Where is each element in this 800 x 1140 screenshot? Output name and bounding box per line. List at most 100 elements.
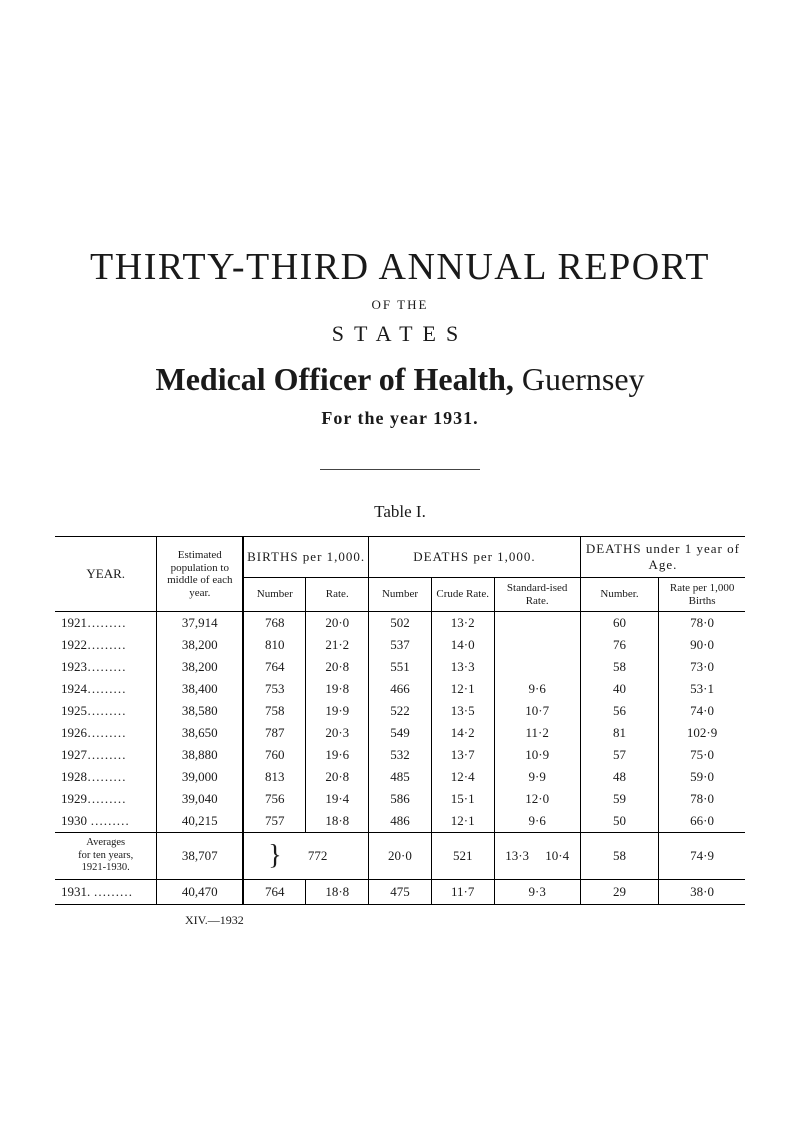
cell-year: 1922……… xyxy=(55,634,157,656)
final-ds: 9·3 xyxy=(494,880,580,905)
cell-pop: 40,215 xyxy=(157,810,243,833)
brace-icon: } xyxy=(268,840,281,871)
cell-pop: 39,040 xyxy=(157,788,243,810)
cell-deaths-crude: 15·1 xyxy=(431,788,494,810)
table-row: 1930 ………40,21575718·848612·19·65066·0 xyxy=(55,810,745,833)
subtitle-bold: Medical Officer of Health, xyxy=(155,361,513,397)
cell-deaths-n: 551 xyxy=(369,656,432,678)
cell-deaths-crude: 12·4 xyxy=(431,766,494,788)
final-un: 29 xyxy=(580,880,658,905)
cell-births-n: 756 xyxy=(243,788,306,810)
final-br: 18·8 xyxy=(306,880,369,905)
cell-u1-n: 76 xyxy=(580,634,658,656)
cell-births-n: 757 xyxy=(243,810,306,833)
col-births-rate: Rate. xyxy=(306,578,369,612)
cell-births-n: 787 xyxy=(243,722,306,744)
cell-year: 1930 ……… xyxy=(55,810,157,833)
avg-l1: Averages xyxy=(86,837,125,848)
col-group-births: BIRTHS per 1,000. xyxy=(243,537,368,578)
cell-year: 1924……… xyxy=(55,678,157,700)
avg-dc: 13·3 xyxy=(505,848,529,863)
cell-pop: 38,400 xyxy=(157,678,243,700)
table-row: 1928………39,00081320·848512·49·94859·0 xyxy=(55,766,745,788)
cell-u1-n: 60 xyxy=(580,612,658,635)
cell-births-n: 753 xyxy=(243,678,306,700)
final-row: 1931. ……… 40,470 764 18·8 475 11·7 9·3 2… xyxy=(55,880,745,905)
cell-year: 1929……… xyxy=(55,788,157,810)
cell-deaths-n: 502 xyxy=(369,612,432,635)
avg-l2: for ten years, xyxy=(78,850,133,861)
subtitle-rest: Guernsey xyxy=(514,361,645,397)
cell-u1-rate: 53·1 xyxy=(659,678,745,700)
table-row: 1922………38,20081021·253714·07690·0 xyxy=(55,634,745,656)
cell-deaths-n: 586 xyxy=(369,788,432,810)
final-year: 1931. ……… xyxy=(55,880,157,905)
cell-u1-rate: 90·0 xyxy=(659,634,745,656)
cell-deaths-std: 9·6 xyxy=(494,810,580,833)
col-births-number: Number xyxy=(243,578,306,612)
cell-deaths-std: 12·0 xyxy=(494,788,580,810)
cell-deaths-std xyxy=(494,612,580,635)
cell-deaths-std: 11·2 xyxy=(494,722,580,744)
cell-deaths-crude: 12·1 xyxy=(431,678,494,700)
table-label: Table I. xyxy=(55,502,745,522)
cell-deaths-n: 466 xyxy=(369,678,432,700)
for-year: For the year 1931. xyxy=(55,408,745,429)
col-group-deaths-u1: DEATHS under 1 year of Age. xyxy=(580,537,745,578)
vital-stats-table: YEAR. Estimated population to middle of … xyxy=(55,536,745,905)
cell-births-rate: 20·8 xyxy=(306,656,369,678)
of-the: OF THE xyxy=(55,297,745,313)
final-pop: 40,470 xyxy=(157,880,243,905)
footnote: XIV.—1932 xyxy=(55,913,745,928)
cell-births-n: 758 xyxy=(243,700,306,722)
avg-br: 20·0 xyxy=(388,848,412,863)
avg-ur: 74·9 xyxy=(659,833,745,880)
cell-deaths-std: 10·7 xyxy=(494,700,580,722)
table-row: 1925………38,58075819·952213·510·75674·0 xyxy=(55,700,745,722)
table-row: 1929………39,04075619·458615·112·05978·0 xyxy=(55,788,745,810)
cell-deaths-crude: 13·3 xyxy=(431,656,494,678)
divider xyxy=(320,469,480,470)
cell-deaths-std xyxy=(494,634,580,656)
final-bn: 764 xyxy=(243,880,306,905)
cell-births-rate: 19·8 xyxy=(306,678,369,700)
cell-pop: 39,000 xyxy=(157,766,243,788)
cell-u1-rate: 73·0 xyxy=(659,656,745,678)
avg-dc-wrap: 521 xyxy=(431,833,494,880)
cell-u1-rate: 78·0 xyxy=(659,788,745,810)
avg-br-wrap: 20·0 xyxy=(369,833,432,880)
cell-births-n: 810 xyxy=(243,634,306,656)
cell-u1-rate: 66·0 xyxy=(659,810,745,833)
cell-u1-n: 48 xyxy=(580,766,658,788)
cell-year: 1928……… xyxy=(55,766,157,788)
avg-l3: 1921-1930. xyxy=(82,862,130,873)
cell-births-rate: 20·3 xyxy=(306,722,369,744)
cell-u1-n: 50 xyxy=(580,810,658,833)
cell-pop: 38,200 xyxy=(157,634,243,656)
cell-u1-rate: 74·0 xyxy=(659,700,745,722)
cell-deaths-crude: 14·2 xyxy=(431,722,494,744)
table-row: 1924………38,40075319·846612·19·64053·1 xyxy=(55,678,745,700)
cell-deaths-n: 522 xyxy=(369,700,432,722)
cell-births-n: 813 xyxy=(243,766,306,788)
final-dc: 11·7 xyxy=(431,880,494,905)
cell-births-n: 760 xyxy=(243,744,306,766)
cell-deaths-n: 486 xyxy=(369,810,432,833)
final-ur: 38·0 xyxy=(659,880,745,905)
states-heading: STATES xyxy=(55,321,745,347)
cell-deaths-crude: 13·2 xyxy=(431,612,494,635)
cell-u1-n: 81 xyxy=(580,722,658,744)
cell-deaths-std: 9·6 xyxy=(494,678,580,700)
cell-deaths-n: 485 xyxy=(369,766,432,788)
cell-pop: 38,650 xyxy=(157,722,243,744)
averages-row: Averages for ten years, 1921-1930. 38,70… xyxy=(55,833,745,880)
cell-deaths-crude: 14·0 xyxy=(431,634,494,656)
cell-u1-rate: 102·9 xyxy=(659,722,745,744)
table-row: 1921………37,91476820·050213·26078·0 xyxy=(55,612,745,635)
avg-un: 58 xyxy=(580,833,658,880)
report-title: THIRTY-THIRD ANNUAL REPORT xyxy=(55,245,745,289)
avg-dn: 521 xyxy=(453,848,473,863)
cell-pop: 38,200 xyxy=(157,656,243,678)
col-deaths-number: Number xyxy=(369,578,432,612)
col-group-deaths: DEATHS per 1,000. xyxy=(369,537,581,578)
